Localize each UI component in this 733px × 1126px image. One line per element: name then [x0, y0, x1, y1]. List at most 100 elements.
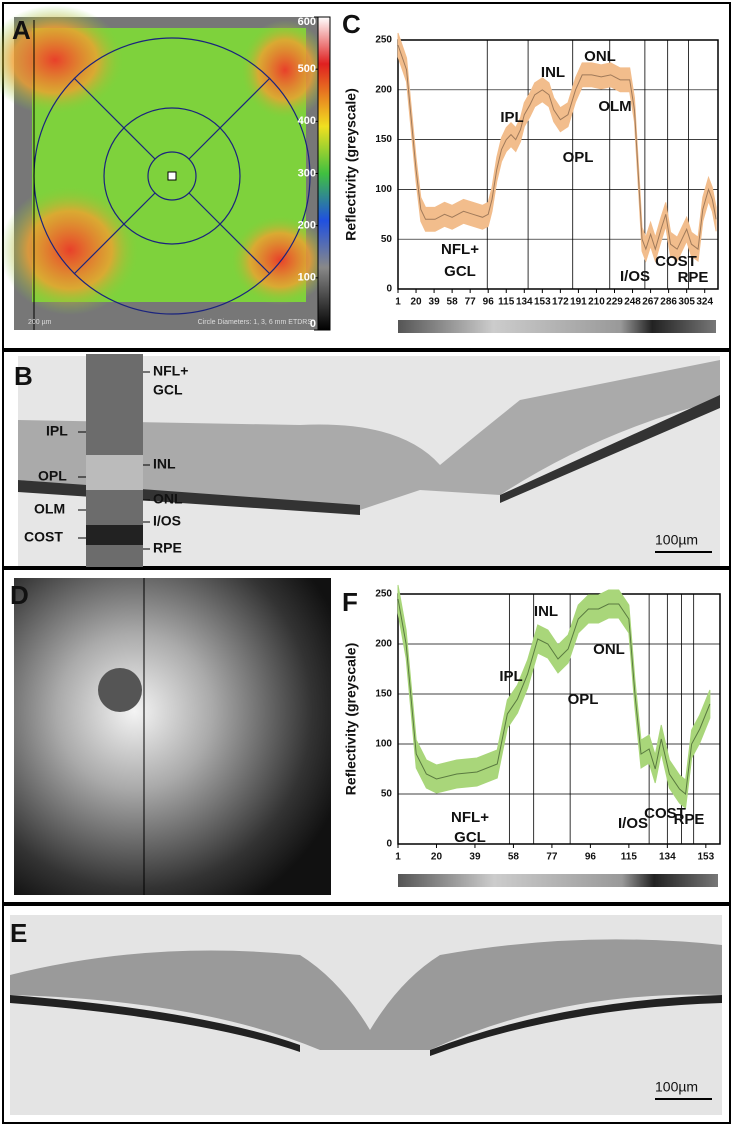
annotation: I/OS [620, 268, 650, 285]
colorbar-label: 600 [298, 16, 316, 28]
y-tick-label: 100 [375, 184, 392, 195]
x-tick-label: 191 [570, 297, 587, 308]
scale-bar: 100µm [655, 532, 698, 548]
x-tick-label: 229 [606, 297, 623, 308]
scale-bar: 200 µm [28, 319, 52, 326]
panel-letter: B [14, 361, 33, 391]
plot-area [397, 39, 719, 290]
layer-label: NFL+ [153, 363, 188, 379]
y-tick-label: 150 [375, 689, 392, 700]
x-tick-label: 58 [447, 297, 459, 308]
x-tick-label: 305 [678, 297, 695, 308]
layer-label: COST [24, 529, 63, 545]
panel-e-image [10, 915, 722, 1115]
layer-label: ONL [153, 491, 183, 507]
panel-letter: C [342, 9, 361, 39]
layer-label: GCL [153, 382, 183, 398]
y-axis-label: Reflectivity (greyscale) [343, 88, 359, 241]
annotation: RPE [674, 811, 705, 828]
band [397, 32, 717, 263]
layer-label: OLM [34, 501, 65, 517]
annotation: RPE [678, 269, 709, 286]
annotation: ONL [593, 641, 625, 658]
optic-disc [98, 668, 142, 712]
layer-label: I/OS [153, 513, 181, 529]
colorbar-label: 300 [298, 167, 316, 179]
y-tick-label: 50 [381, 789, 393, 800]
x-tick-label: 20 [431, 852, 443, 863]
y-tick-label: 250 [375, 35, 392, 46]
annotation: OPL [563, 149, 594, 166]
x-tick-label: 20 [410, 297, 422, 308]
y-tick-label: 0 [386, 839, 392, 850]
x-tick-label: 58 [508, 852, 520, 863]
x-tick-label: 115 [498, 297, 515, 308]
annotation: INL [541, 64, 565, 81]
panel-a-image [0, 5, 331, 331]
colorbar-label: 100 [298, 272, 316, 284]
layer-label: INL [153, 456, 176, 472]
colorbar-label: 400 [298, 115, 316, 127]
x-tick-label: 96 [483, 297, 495, 308]
annotation: INL [534, 603, 558, 620]
x-tick-label: 1 [395, 852, 401, 863]
annotation: OLM [598, 98, 631, 115]
x-tick-label: 210 [588, 297, 605, 308]
panel-letter: E [10, 918, 27, 948]
panel-d-image [14, 578, 331, 895]
annotation: IPL [500, 109, 523, 126]
panel-letter: A [12, 15, 31, 45]
x-tick-label: 153 [697, 852, 714, 863]
x-tick-label: 39 [469, 852, 481, 863]
series-line [397, 598, 711, 795]
y-tick-label: 50 [381, 234, 393, 245]
panel-letter: F [342, 587, 358, 617]
colorbar-label: 500 [298, 63, 316, 75]
x-tick-label: 134 [659, 852, 676, 863]
layer-label: OPL [38, 468, 67, 484]
x-tick-label: 77 [465, 297, 477, 308]
annotation: GCL [444, 263, 476, 280]
annotation: NFL+ [441, 241, 479, 258]
colorbar-label: 0 [310, 318, 316, 330]
plot-area [397, 593, 721, 845]
band [397, 584, 711, 809]
x-tick-label: 1 [395, 297, 401, 308]
x-tick-label: 39 [429, 297, 441, 308]
annotation: ONL [584, 48, 616, 65]
annotation: NFL+ [451, 809, 489, 826]
y-tick-label: 200 [375, 84, 392, 95]
layer-label: RPE [153, 540, 182, 556]
layer-label: IPL [46, 423, 68, 439]
x-tick-label: 134 [516, 297, 533, 308]
scale-bar: 100µm [655, 1079, 698, 1095]
x-tick-label: 115 [621, 852, 638, 863]
x-tick-label: 153 [534, 297, 551, 308]
x-tick-label: 267 [642, 297, 659, 308]
intensity-strip [398, 320, 716, 333]
annotation: COST [655, 253, 697, 270]
panel-letter: D [10, 580, 29, 610]
annotation: GCL [454, 829, 486, 846]
annotation: IPL [499, 668, 522, 685]
y-tick-label: 200 [375, 639, 392, 650]
x-tick-label: 77 [546, 852, 558, 863]
annotation: COST [644, 805, 686, 822]
caption: Circle Diameters: 1, 3, 6 mm ETDRS [198, 319, 313, 326]
x-tick-label: 248 [624, 297, 641, 308]
intensity-strip [398, 874, 718, 887]
y-tick-label: 250 [375, 589, 392, 600]
colorbar-label: 200 [298, 220, 316, 232]
x-tick-label: 324 [696, 297, 713, 308]
y-tick-label: 100 [375, 739, 392, 750]
y-tick-label: 0 [386, 284, 392, 295]
annotation: I/OS [618, 815, 648, 832]
x-tick-label: 96 [585, 852, 597, 863]
annotation: OPL [568, 691, 599, 708]
x-tick-label: 172 [552, 297, 569, 308]
y-axis-label: Reflectivity (greyscale) [343, 643, 359, 796]
panel-b-image [18, 354, 720, 567]
x-tick-label: 286 [660, 297, 677, 308]
